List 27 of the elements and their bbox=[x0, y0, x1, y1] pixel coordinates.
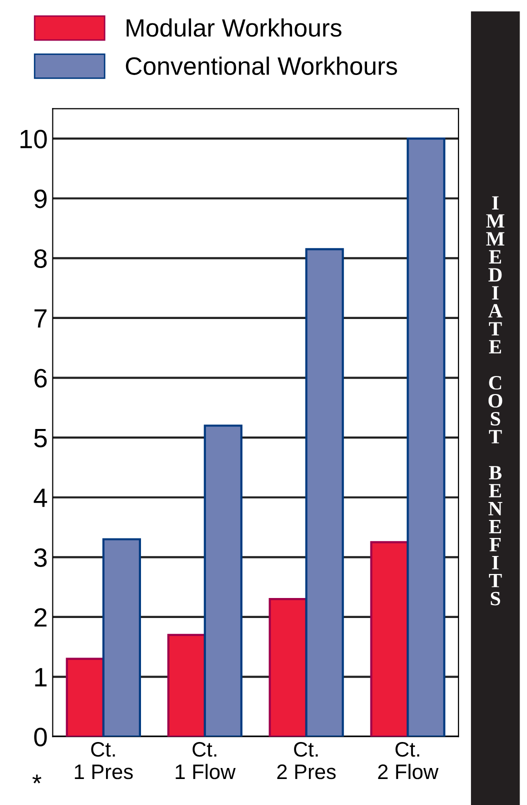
y-tick-label: 6 bbox=[34, 368, 47, 388]
bar bbox=[167, 634, 206, 737]
bar bbox=[305, 248, 344, 737]
text: I M M E D I A T E C O S T B E N E F I T S bbox=[486, 196, 504, 606]
y-tick-label: 5 bbox=[34, 428, 47, 448]
y-tick-label: 2 bbox=[34, 608, 47, 627]
bar bbox=[204, 424, 242, 737]
y-tick-label: 4 bbox=[34, 488, 48, 507]
x-tick-label: Ct. 1 Pres bbox=[74, 742, 133, 780]
x-tick-label: Ct. 1 Flow bbox=[176, 742, 236, 780]
bar bbox=[406, 138, 446, 737]
y-tick-label: 0 bbox=[34, 728, 47, 746]
text: * bbox=[32, 774, 42, 784]
bar bbox=[102, 538, 141, 737]
y-tick-label: 1 bbox=[35, 668, 47, 686]
y-tick-label: 3 bbox=[34, 548, 47, 567]
y-tick-label: 8 bbox=[34, 249, 47, 268]
y-tick-label: 9 bbox=[34, 190, 47, 208]
bar bbox=[370, 541, 409, 737]
bar bbox=[66, 658, 104, 737]
legend-label: Conventional Workhours bbox=[126, 56, 398, 75]
y-tick-label: 7 bbox=[34, 309, 47, 328]
legend-label: Modular Workhours bbox=[126, 18, 342, 37]
x-tick-label: Ct. 2 Flow bbox=[378, 742, 438, 780]
bar bbox=[268, 598, 308, 737]
y-tick-label: 10 bbox=[20, 130, 47, 148]
x-tick-label: Ct. 2 Pres bbox=[277, 742, 336, 780]
